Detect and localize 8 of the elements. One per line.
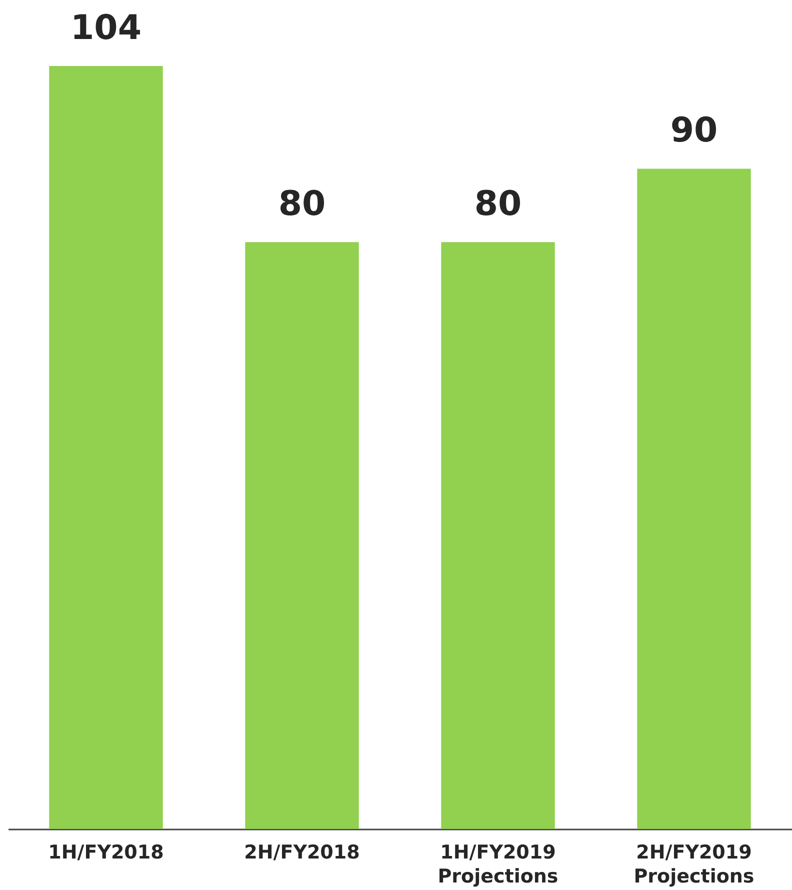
data-label: 104 — [70, 8, 142, 48]
x-tick-label: 2H/FY2018 — [244, 842, 360, 864]
data-label: 90 — [670, 110, 718, 151]
x-tick-label: 1H/FY2018 — [48, 842, 164, 864]
data-label: 80 — [474, 184, 522, 224]
x-tick-label: 1H/FY2019 Projections — [438, 842, 558, 888]
x-tick-label: 2H/FY2019 Projections — [634, 842, 754, 888]
data-label: 80 — [278, 184, 326, 224]
